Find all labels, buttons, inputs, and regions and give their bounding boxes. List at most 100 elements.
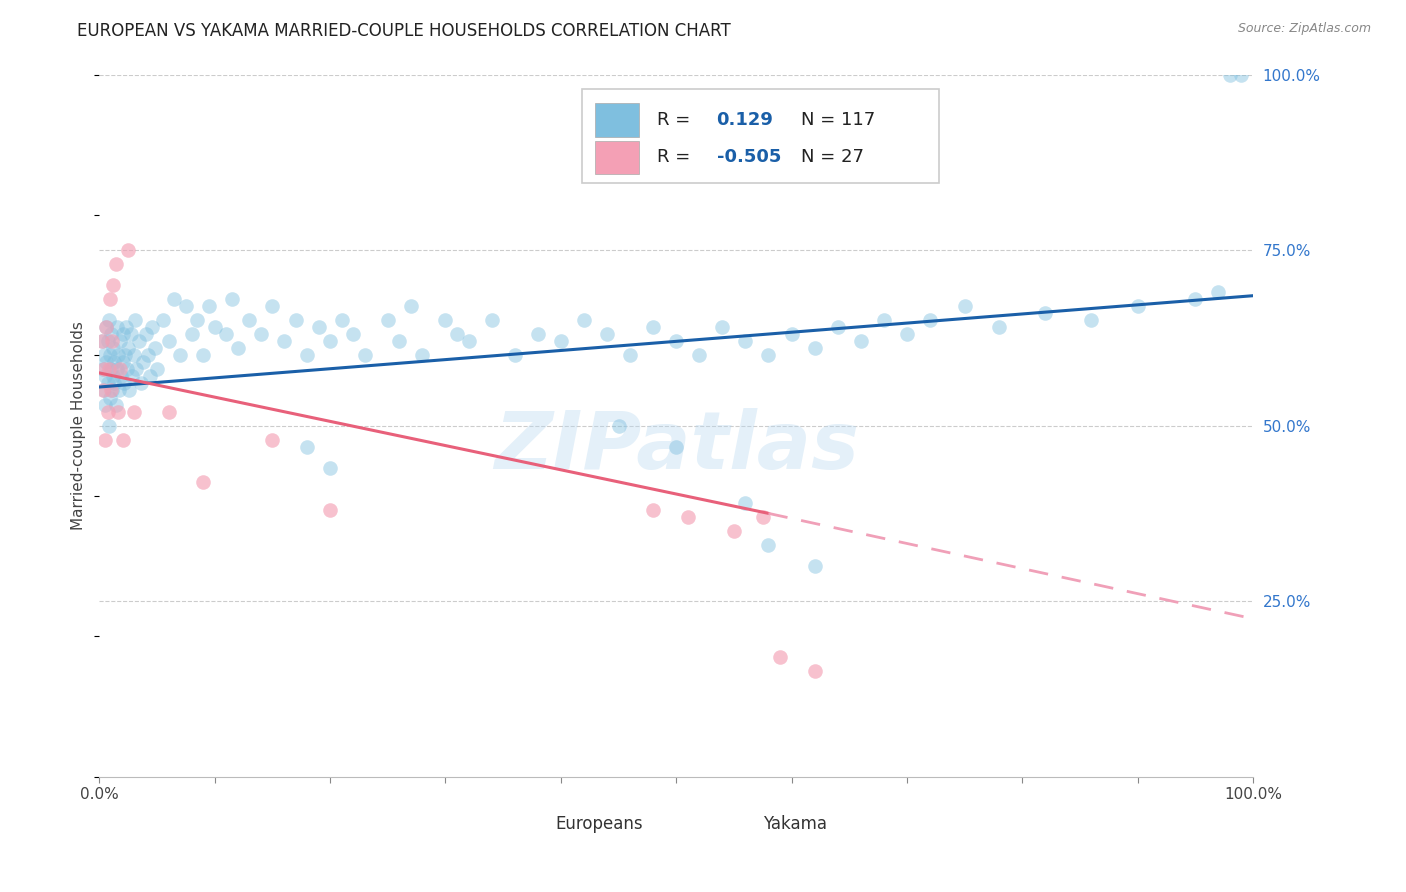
Point [250,327,273,342]
Point [152,313,174,327]
Point [607,418,630,433]
Point [734,334,756,349]
Point [129,376,152,391]
Point [481,313,503,327]
Point [108,362,131,376]
Point [330,313,353,327]
Point [780,327,803,342]
Point [90,334,112,349]
Point [550,334,572,349]
Point [125,362,148,376]
Point [643,503,665,517]
Point [103,355,125,369]
Point [918,313,941,327]
Point [157,334,180,349]
Point [1080,313,1102,327]
Point [1033,306,1056,320]
Point [827,320,849,334]
Point [803,559,825,574]
Point [446,327,468,342]
Point [238,313,260,327]
Point [676,509,699,524]
Point [163,292,186,306]
Point [526,327,548,342]
Point [98,348,121,362]
Point [96,334,118,349]
Point [186,313,208,327]
Text: Yakama: Yakama [762,815,827,833]
Point [295,440,318,454]
Point [572,313,595,327]
Point [94,433,117,447]
Point [873,313,896,327]
Point [769,650,792,665]
Point [94,398,117,412]
Point [115,362,138,376]
Point [97,362,120,376]
Point [734,496,756,510]
Text: R =: R = [657,148,696,167]
Point [139,369,162,384]
Point [273,334,295,349]
Point [101,384,124,398]
Point [204,320,226,334]
Point [353,348,375,362]
Point [143,342,166,356]
Point [665,334,688,349]
Point [100,362,122,376]
Point [122,404,145,418]
Point [146,362,169,376]
Text: Europeans: Europeans [555,815,643,833]
Text: 0.129: 0.129 [717,112,773,129]
Point [122,348,145,362]
Point [111,433,134,447]
Point [262,299,284,313]
Point [93,384,115,398]
Point [193,475,215,489]
Point [141,320,163,334]
Point [105,362,128,376]
Point [120,327,142,342]
Point [751,509,773,524]
Point [157,404,180,418]
Point [758,538,780,552]
FancyBboxPatch shape [596,141,640,174]
Point [434,313,457,327]
Point [319,334,342,349]
Text: -0.505: -0.505 [717,148,780,167]
Point [96,376,118,391]
Point [723,524,745,538]
Point [319,460,342,475]
Point [136,348,159,362]
Point [96,320,118,334]
Point [215,327,238,342]
Text: N = 117: N = 117 [801,112,875,129]
Point [803,342,825,356]
Point [1184,292,1206,306]
Point [1230,68,1253,82]
Point [1126,299,1149,313]
Point [180,327,202,342]
Point [319,503,342,517]
Point [103,369,125,384]
Point [643,320,665,334]
Point [121,369,143,384]
Point [107,404,129,418]
Point [1219,68,1241,82]
Point [91,362,114,376]
Point [803,665,825,679]
Point [97,313,120,327]
Point [308,320,330,334]
Point [226,342,249,356]
Point [896,327,918,342]
Point [596,327,619,342]
Point [388,334,411,349]
Point [619,348,641,362]
Point [94,369,117,384]
Point [262,433,284,447]
Point [665,440,688,454]
Point [711,320,734,334]
Point [295,348,318,362]
Point [108,334,131,349]
Point [108,384,131,398]
